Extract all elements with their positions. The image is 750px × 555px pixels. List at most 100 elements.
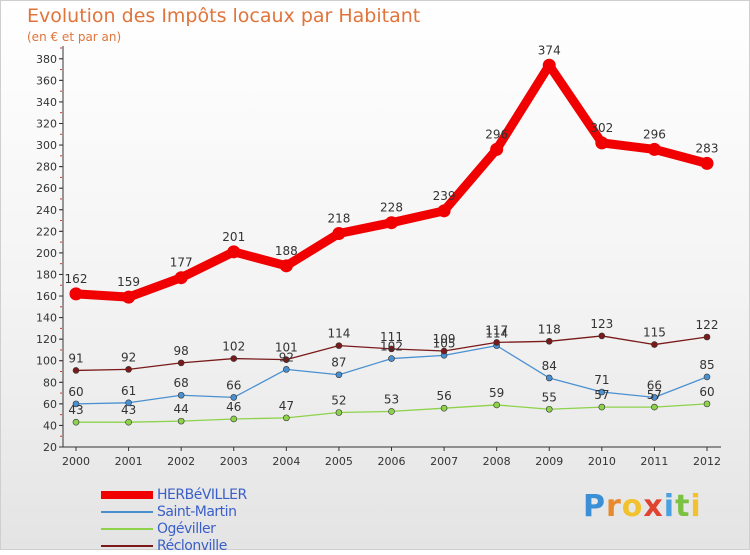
y-tick-label: 120	[36, 333, 57, 346]
data-label: 85	[699, 358, 714, 372]
x-tick-label: 2001	[115, 455, 143, 468]
data-point	[230, 394, 238, 401]
data-point	[125, 399, 132, 407]
legend-swatch	[101, 491, 153, 499]
data-label: 43	[68, 403, 83, 417]
data-label: 374	[538, 43, 561, 57]
x-tick-label: 2011	[640, 455, 668, 468]
data-label: 46	[226, 400, 241, 414]
series-layer	[69, 58, 714, 426]
data-label: 296	[643, 127, 666, 141]
data-point	[125, 418, 132, 426]
data-label: 102	[380, 340, 403, 354]
data-label: 91	[68, 351, 83, 365]
y-tick-label: 380	[36, 53, 57, 66]
data-label: 218	[327, 211, 350, 225]
series-2	[72, 400, 711, 426]
data-point	[493, 401, 500, 409]
data-point	[440, 404, 448, 412]
data-point	[125, 366, 132, 373]
data-point	[490, 142, 504, 156]
data-point	[493, 339, 500, 346]
brand-letter: r	[606, 489, 622, 524]
data-point	[177, 391, 185, 399]
data-point	[545, 374, 553, 382]
data-point	[279, 259, 293, 273]
data-label: 66	[647, 378, 662, 392]
data-label: 188	[275, 244, 298, 258]
legend-swatch	[101, 545, 153, 547]
data-label: 59	[489, 386, 504, 400]
y-tick-label: 360	[36, 74, 57, 87]
data-point	[703, 373, 711, 381]
data-label: 57	[647, 388, 662, 402]
data-label: 162	[65, 272, 88, 286]
x-tick-label: 2008	[483, 455, 511, 468]
legend-swatch	[101, 511, 153, 513]
x-tick-label: 2012	[693, 455, 721, 468]
data-point	[122, 290, 136, 304]
x-tick-label: 2010	[588, 455, 616, 468]
data-point	[283, 356, 290, 363]
y-tick-label: 100	[36, 355, 57, 368]
data-point	[177, 417, 185, 425]
data-label: 60	[68, 385, 83, 399]
brand-letter: o	[621, 489, 644, 524]
data-point	[230, 355, 238, 362]
data-label: 53	[384, 392, 399, 406]
data-point	[177, 359, 185, 367]
brand-letter: i	[663, 489, 676, 524]
data-label: 109	[433, 332, 456, 346]
data-label: 302	[590, 121, 613, 135]
y-tick-label: 20	[43, 441, 57, 454]
data-point	[651, 341, 658, 348]
data-label: 92	[279, 350, 294, 364]
data-label: 117	[485, 323, 508, 337]
legend-label: Ogéviller	[157, 521, 216, 537]
data-point	[545, 338, 553, 345]
data-label: 87	[331, 356, 346, 370]
data-point	[595, 136, 609, 150]
chart-title: Evolution des Impôts locaux par Habitant	[27, 5, 421, 27]
data-label: 56	[436, 389, 451, 403]
data-point	[230, 415, 238, 423]
y-tick-label: 340	[36, 96, 57, 109]
data-label: 44	[174, 402, 189, 416]
x-tick-label: 2003	[220, 455, 248, 468]
data-point	[651, 403, 658, 411]
brand-letter: x	[643, 489, 664, 524]
legend-swatch	[101, 528, 153, 530]
y-tick-label: 200	[36, 247, 57, 260]
data-label: 71	[594, 373, 609, 387]
data-label: 84	[542, 359, 557, 373]
y-tick-label: 140	[36, 312, 57, 325]
data-label: 239	[433, 189, 456, 203]
data-point	[283, 366, 290, 373]
series-3	[72, 332, 711, 374]
data-point	[174, 271, 188, 285]
data-point	[388, 355, 395, 362]
data-label: 159	[117, 275, 140, 289]
data-label: 57	[594, 388, 609, 402]
data-point	[598, 388, 606, 396]
data-label: 177	[170, 256, 193, 270]
data-label: 92	[121, 350, 136, 364]
data-point	[651, 394, 658, 401]
data-point	[703, 400, 711, 408]
data-point	[69, 287, 83, 301]
data-label: 61	[121, 384, 136, 398]
data-point	[385, 216, 398, 230]
x-tick-label: 2009	[535, 455, 563, 468]
x-tick-label: 2002	[167, 455, 195, 468]
data-point	[335, 342, 343, 349]
data-point	[388, 408, 395, 415]
data-label: 43	[121, 403, 136, 417]
chart-subtitle: (en € et par an)	[27, 30, 122, 44]
data-label: 98	[174, 344, 189, 358]
data-label: 101	[275, 341, 298, 355]
data-point	[440, 347, 448, 355]
brand-logo: Proxiti	[583, 489, 702, 524]
series-0	[69, 58, 714, 304]
data-point	[545, 405, 553, 413]
y-tick-label: 220	[36, 225, 57, 238]
